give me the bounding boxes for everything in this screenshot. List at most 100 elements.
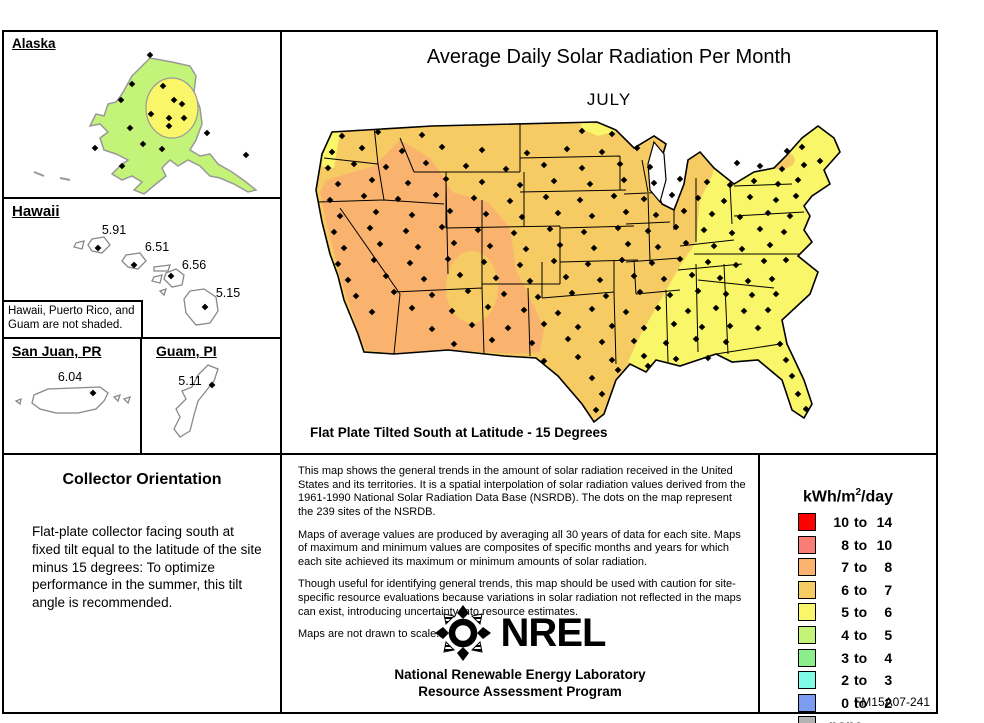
legend-label: 10 to 14 [833, 514, 893, 530]
legend-label: none [829, 717, 862, 723]
site-dot [486, 242, 494, 250]
site-dot [139, 140, 147, 148]
site-dot [368, 308, 376, 316]
site-dot [350, 160, 358, 168]
site-dot [203, 129, 211, 137]
site-dot [326, 196, 334, 204]
site-dot [91, 144, 99, 152]
site-dot [792, 192, 800, 200]
site-dot [338, 132, 346, 140]
site-dot [178, 100, 186, 108]
collector-title: Collector Orientation [62, 471, 222, 488]
legend-row: 2 to 3 [798, 671, 892, 690]
legend-row: 7 to 8 [798, 558, 893, 577]
alaska-yellow-zone [145, 77, 199, 139]
legend-label: 5 to 6 [841, 604, 893, 621]
site-dot [408, 211, 416, 219]
site-dot [117, 96, 125, 104]
site-dot [438, 223, 446, 231]
islet-east-1 [112, 393, 122, 403]
site-dot [376, 240, 384, 248]
org-lines: National Renewable Energy Laboratory Res… [282, 667, 758, 701]
site-dot [420, 275, 428, 283]
site-dot [334, 260, 342, 268]
value-big-island: 5.15 [216, 286, 240, 300]
legend-label: 7 to 8 [841, 559, 893, 576]
site-dot [328, 148, 336, 156]
site-dot [794, 176, 802, 184]
guam-map: 5.11 [173, 364, 219, 438]
site-dot [390, 288, 398, 296]
doc-number: FM15A07-241 [853, 695, 930, 709]
legend-swatch [798, 535, 816, 554]
alaska-site-dots [91, 51, 250, 170]
san-juan-panel-title: San Juan, PR [12, 343, 102, 359]
value-san-juan: 6.04 [58, 370, 82, 384]
island-hawaii-big [183, 288, 219, 326]
legend-row: 6 to 7 [798, 580, 893, 599]
collector-panel: Collector Orientation Flat-plate collect… [2, 453, 282, 714]
hawaii-map: 5.91 6.51 6.56 5.15 [73, 223, 240, 326]
us-map [315, 121, 841, 424]
legend-panel: kWh/m2/day 10 to 14 8 to 10 7 to 8 6 to 7 5 to 6 4 to 5 3 t… [758, 453, 938, 723]
site-dot [404, 179, 412, 187]
legend-row: 5 to 6 [798, 603, 893, 622]
site-dot [500, 290, 508, 298]
site-dot [370, 256, 378, 264]
site-dot [474, 226, 482, 234]
alaska-map [33, 51, 258, 195]
site-dot [242, 151, 250, 159]
map-title: Average Daily Solar Radiation Per Month [426, 46, 792, 68]
site-dot [372, 208, 380, 216]
legend-label: 8 to 10 [841, 536, 893, 553]
description-panel: This map shows the general trends in the… [280, 453, 760, 714]
site-dot [146, 51, 154, 59]
island-lanai [151, 274, 163, 284]
site-dot [330, 228, 338, 236]
site-dot [340, 244, 348, 252]
site-dot [480, 258, 488, 266]
legend-swatch [798, 580, 816, 599]
legend-row: 0 to 2 [798, 693, 892, 712]
site-dot [360, 192, 368, 200]
island-kauai [87, 236, 111, 254]
nrel-logo-block: NREL [282, 605, 758, 661]
site-dot [428, 325, 436, 333]
legend-row: 10 to 14 [798, 513, 892, 531]
site-dot [422, 159, 430, 167]
site-dot [165, 114, 173, 122]
site-dot [504, 324, 512, 332]
site-dot [382, 163, 390, 171]
alaska-panel: Alaska [2, 30, 282, 199]
site-dot [676, 175, 684, 183]
legend-row: 4 to 5 [798, 625, 892, 644]
site-dot [336, 212, 344, 220]
site-dot [366, 224, 374, 232]
aleutian-islands [33, 171, 71, 181]
site-dot [159, 82, 167, 90]
legend-label: 6 to 7 [841, 581, 893, 598]
island-kahoolawe [158, 287, 168, 297]
site-dot [428, 291, 436, 299]
site-dot [470, 194, 478, 202]
site-dot [800, 161, 808, 169]
description-paragraph-4: Maps are not drawn to scale. [298, 628, 440, 641]
map-caption: Flat Plate Tilted South at Latitude - 15… [310, 425, 608, 440]
value-maui: 6.56 [182, 258, 206, 272]
site-dot [126, 124, 134, 132]
site-dot [456, 271, 464, 279]
site-dot [408, 304, 416, 312]
san-juan-map: 6.04 [14, 370, 132, 414]
legend-swatch [798, 671, 816, 690]
legend-swatch [798, 693, 816, 712]
site-dot [402, 227, 410, 235]
site-dot [798, 143, 806, 151]
site-dot [147, 110, 155, 118]
legend-row: none [798, 716, 892, 723]
legend-label: 3 to 4 [841, 649, 893, 666]
description-paragraph-1: This map shows the general trends in the… [298, 465, 746, 518]
site-dot [374, 128, 382, 136]
site-dot [382, 272, 390, 280]
site-dot [462, 162, 470, 170]
org-line-2: Resource Assessment Program [418, 683, 622, 699]
